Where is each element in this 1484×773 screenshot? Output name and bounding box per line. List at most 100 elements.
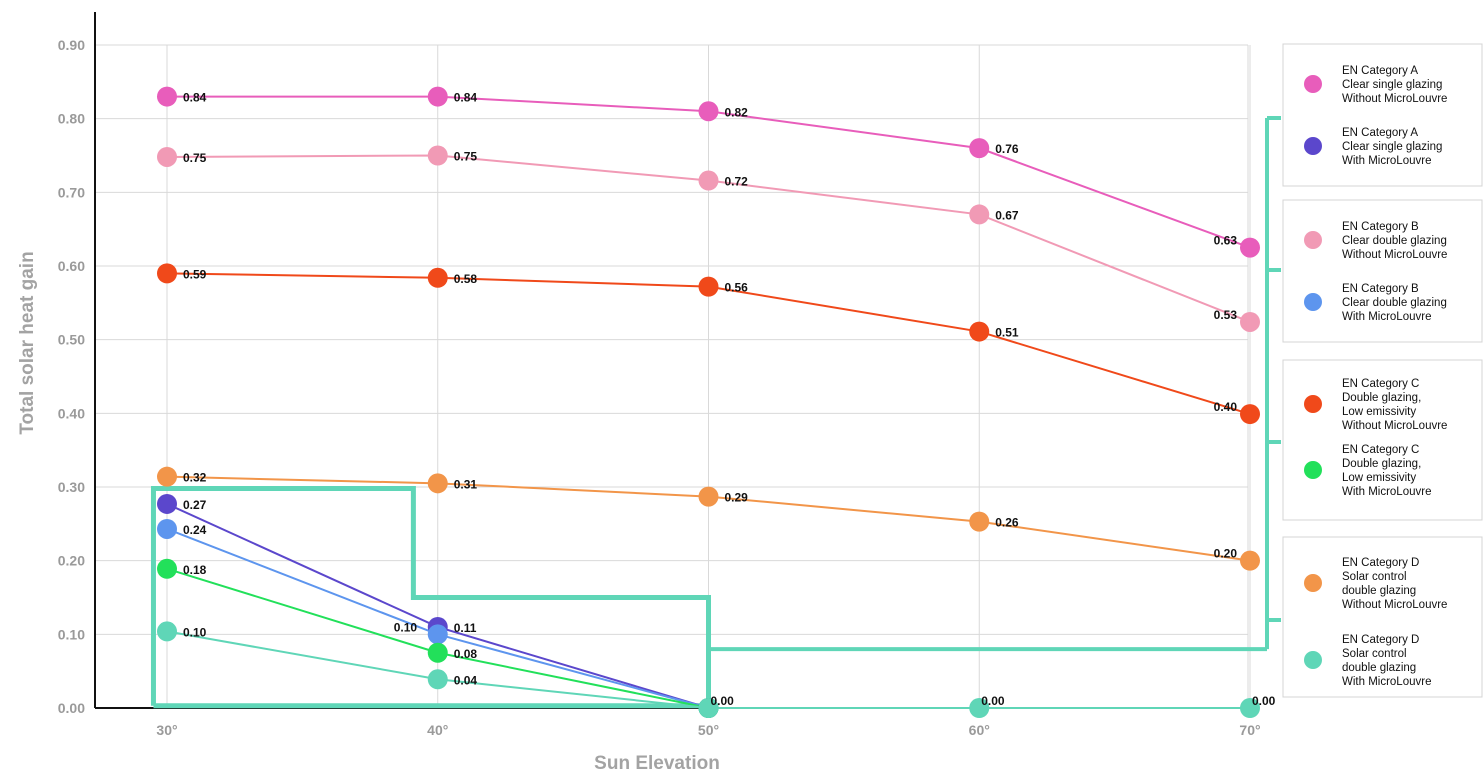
y-tick-label: 0.30 [58, 479, 85, 495]
data-point [698, 486, 719, 507]
data-label: 0.26 [995, 516, 1019, 530]
data-label: 0.20 [1214, 547, 1238, 561]
y-tick-label: 0.90 [58, 37, 85, 53]
x-tick-label: 30° [156, 722, 177, 738]
legend: EN Category A Clear single glazing Without… [1282, 43, 1483, 698]
data-label: 0.10 [183, 625, 207, 639]
data-point [157, 146, 177, 167]
data-label: 0.59 [183, 267, 207, 281]
legend-entry: EN Category C Double glazing, Low emissivi… [1342, 378, 1447, 432]
data-label: 0.51 [995, 326, 1019, 340]
x-tick-label: 40° [427, 722, 448, 738]
series-layer [157, 86, 1260, 718]
data-label: 0.84 [454, 91, 478, 105]
data-point [427, 267, 448, 288]
data-label: 0.84 [183, 91, 207, 105]
data-point [157, 263, 177, 284]
data-point [698, 101, 719, 122]
x-tick-label: 60° [969, 722, 990, 738]
y-tick-label: 0.10 [58, 626, 85, 642]
data-point [1240, 311, 1260, 332]
data-label: 0.40 [1214, 400, 1238, 414]
data-point [698, 170, 719, 191]
data-point [427, 642, 448, 663]
y-tick-label: 0.80 [58, 111, 85, 127]
data-point [427, 145, 448, 166]
legend-swatch [1304, 461, 1322, 479]
data-label: 0.00 [981, 694, 1005, 708]
data-point [1240, 698, 1260, 718]
grid [95, 44, 1251, 708]
legend-entry: EN Category B Clear double glazing With Mi… [1342, 283, 1447, 323]
data-label: 0.29 [725, 491, 749, 505]
x-tick-label: 50° [698, 722, 719, 738]
data-point [969, 204, 990, 225]
data-label: 0.56 [725, 281, 749, 295]
y-tick-label: 0.40 [58, 405, 85, 421]
data-label: 0.32 [183, 471, 207, 485]
data-label: 0.75 [183, 151, 207, 165]
legend-entry: EN Category A Clear single glazing With Mi… [1342, 127, 1442, 167]
x-tick-label: 70° [1239, 722, 1260, 738]
axes: 0.00 0.10 0.20 0.30 0.40 0.50 0.60 0.70 0.80 0.90… [58, 12, 1261, 738]
y-tick-label: 0.70 [58, 184, 85, 200]
data-point [427, 86, 448, 107]
data-point [969, 321, 990, 342]
y-tick-label: 0.50 [58, 332, 85, 348]
data-label: 0.31 [454, 477, 478, 491]
data-label: 0.24 [183, 523, 207, 537]
data-point [157, 466, 177, 487]
legend-box [1282, 536, 1483, 698]
legend-swatch [1304, 231, 1322, 249]
data-point [427, 669, 448, 690]
data-point [427, 624, 448, 645]
data-label: 0.75 [454, 150, 478, 164]
y-tick-label: 0.20 [58, 553, 85, 569]
data-point [427, 473, 448, 494]
data-point [698, 698, 719, 718]
legend-entry: EN Category A Clear single glazing Without… [1342, 65, 1447, 105]
data-point [157, 621, 177, 642]
x-axis-label: Sun Elevation [594, 753, 720, 773]
data-label: 0.11 [454, 621, 477, 635]
legend-box [1282, 359, 1483, 521]
data-label: 0.00 [1252, 694, 1276, 708]
legend-entry: EN Category C Double glazing, Low emissivi… [1342, 444, 1431, 498]
data-point [157, 493, 177, 514]
legend-box [1282, 43, 1483, 187]
data-point [157, 518, 177, 539]
data-point [698, 276, 719, 297]
data-labels: 0.84 0.84 0.82 0.76 0.63 0.27 0.11 0.75 0.75 0.72… [183, 91, 1276, 708]
data-point [969, 138, 990, 159]
y-tick-label: 0.00 [58, 700, 85, 716]
data-point [969, 698, 990, 718]
legend-swatch [1304, 137, 1322, 155]
legend-box [1282, 199, 1483, 343]
legend-entry: EN Category D Solar control double glazing… [1342, 557, 1447, 611]
data-label: 0.76 [995, 142, 1019, 156]
data-point [157, 558, 177, 579]
data-label: 0.82 [725, 105, 749, 119]
y-axis-label: Total solar heat gain [17, 251, 38, 434]
data-point [1240, 550, 1260, 571]
data-label: 0.00 [711, 694, 735, 708]
y-tick-label: 0.60 [58, 258, 85, 274]
data-label: 0.53 [1214, 308, 1238, 322]
data-point [1240, 404, 1260, 425]
legend-entry: EN Category B Clear double glazing Without… [1342, 221, 1447, 261]
data-point [1240, 237, 1260, 258]
data-label: 0.67 [995, 208, 1019, 222]
legend-swatch [1304, 293, 1322, 311]
data-point [157, 86, 177, 107]
legend-swatch [1304, 395, 1322, 413]
legend-swatch [1304, 574, 1322, 592]
legend-swatch [1304, 651, 1322, 669]
data-label: 0.18 [183, 563, 207, 577]
data-label: 0.10 [394, 620, 418, 634]
legend-entry: EN Category D Solar control double glazing… [1342, 634, 1431, 688]
legend-swatch [1304, 75, 1322, 93]
data-point [969, 511, 990, 532]
data-label: 0.63 [1214, 234, 1238, 248]
data-label: 0.08 [454, 647, 478, 661]
